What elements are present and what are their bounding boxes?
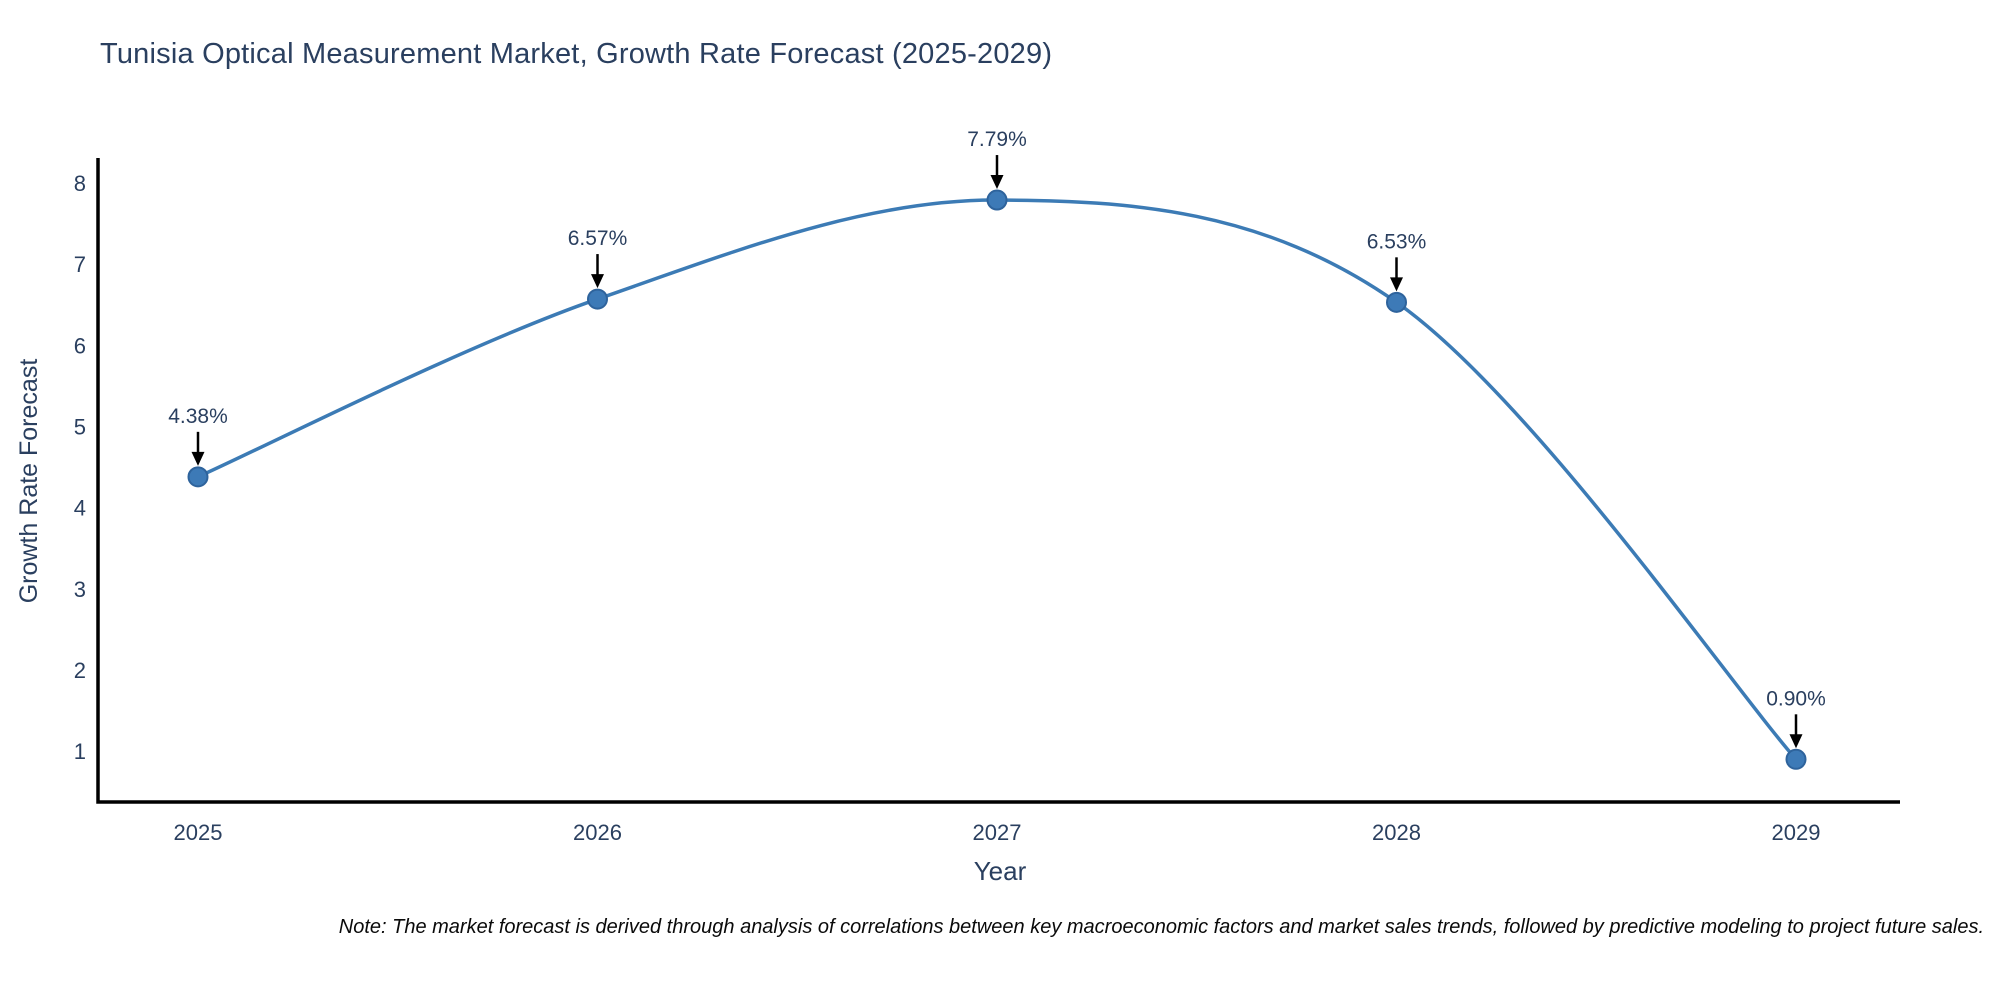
y-tick-label: 1: [74, 739, 86, 764]
data-point-label: 6.57%: [568, 227, 628, 250]
data-point-marker: [587, 288, 608, 310]
annotation-arrow-head: [591, 274, 604, 289]
annotation-arrow-head: [1390, 277, 1403, 292]
x-tick-label: 2028: [1372, 820, 1421, 845]
data-point-label: 0.90%: [1766, 687, 1826, 710]
y-axis-title: Growth Rate Forecast: [15, 358, 43, 604]
annotation-arrow-head: [990, 175, 1004, 190]
data-point-marker: [986, 189, 1008, 211]
y-tick-label: 2: [74, 658, 86, 683]
data-point-label: 6.53%: [1367, 230, 1427, 253]
data-point-label: 4.38%: [168, 405, 228, 428]
chart-title: Tunisia Optical Measurement Market, Grow…: [100, 38, 1053, 70]
trend-line: [196, 198, 1798, 762]
x-tick-label: 2025: [174, 820, 223, 845]
y-tick-label: 7: [74, 252, 86, 277]
data-point-marker: [1386, 291, 1407, 313]
y-tick-label: 5: [74, 415, 86, 440]
data-point-label: 7.79%: [967, 128, 1027, 151]
y-tick-label: 6: [74, 333, 86, 358]
data-point-marker: [187, 466, 209, 488]
y-tick-label: 3: [74, 577, 86, 602]
footnote: Note: The market forecast is derived thr…: [338, 916, 1984, 938]
x-tick-label: 2029: [1772, 820, 1821, 845]
data-point-marker: [1785, 748, 1807, 770]
x-tick-label: 2027: [973, 820, 1022, 845]
y-tick-label: 8: [74, 171, 86, 196]
y-tick-label: 4: [74, 496, 86, 521]
x-axis-title: Year: [973, 856, 1027, 886]
x-tick-label: 2026: [573, 820, 622, 845]
axis-lines: [96, 158, 1900, 804]
annotation-arrow-head: [191, 451, 205, 466]
annotation-arrow-head: [1789, 734, 1803, 749]
